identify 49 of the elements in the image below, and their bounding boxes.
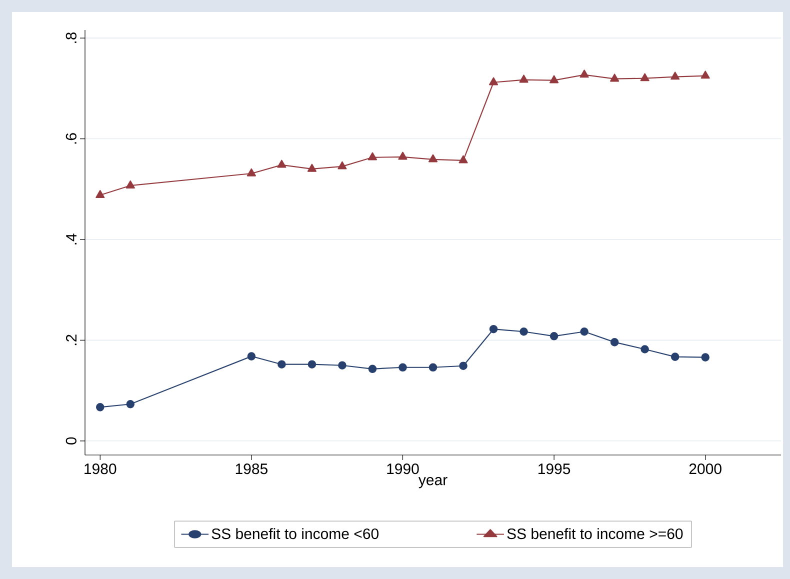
point (670, 72, 680, 80)
x-tick-label: 1980 (84, 464, 116, 474)
point (278, 360, 286, 369)
x-axis-title: year (418, 477, 448, 488)
point (458, 155, 468, 164)
y-tick-label: 0 (66, 437, 76, 444)
point (550, 332, 558, 340)
point (96, 403, 104, 412)
y-tick-label: .8 (66, 32, 76, 43)
point (277, 160, 286, 168)
y-tick-label: .2 (66, 334, 76, 346)
point (428, 363, 438, 372)
point (488, 77, 498, 86)
point (368, 364, 377, 374)
point (428, 154, 438, 162)
point (398, 152, 408, 160)
y-tick-label: .6 (66, 133, 76, 144)
point (640, 73, 650, 82)
point (398, 363, 407, 372)
point (640, 345, 649, 354)
point (308, 360, 316, 369)
point (610, 338, 619, 346)
point (459, 362, 468, 370)
point (126, 400, 135, 408)
legend-label: SS benefit to income <60 (212, 528, 379, 540)
point (246, 168, 256, 176)
point (700, 70, 710, 79)
point (610, 74, 620, 82)
x-tick-label: 1995 (538, 464, 570, 474)
point (368, 152, 378, 160)
point (519, 74, 528, 83)
point (96, 190, 105, 198)
point (489, 324, 498, 334)
point (670, 352, 680, 361)
point (580, 327, 588, 336)
legend-label: SS benefit to income >=60 (507, 528, 683, 540)
x-tick-label: 1985 (236, 464, 268, 474)
point (126, 180, 135, 188)
x-tick-label: 1990 (387, 464, 419, 474)
point (550, 75, 559, 84)
point (701, 353, 710, 362)
point (520, 327, 528, 336)
y-tick-label: .4 (66, 234, 76, 244)
point (580, 70, 589, 78)
point (247, 352, 256, 360)
point (307, 164, 316, 172)
x-tick-label: 2000 (689, 464, 722, 474)
point (338, 361, 346, 370)
point (338, 161, 347, 170)
